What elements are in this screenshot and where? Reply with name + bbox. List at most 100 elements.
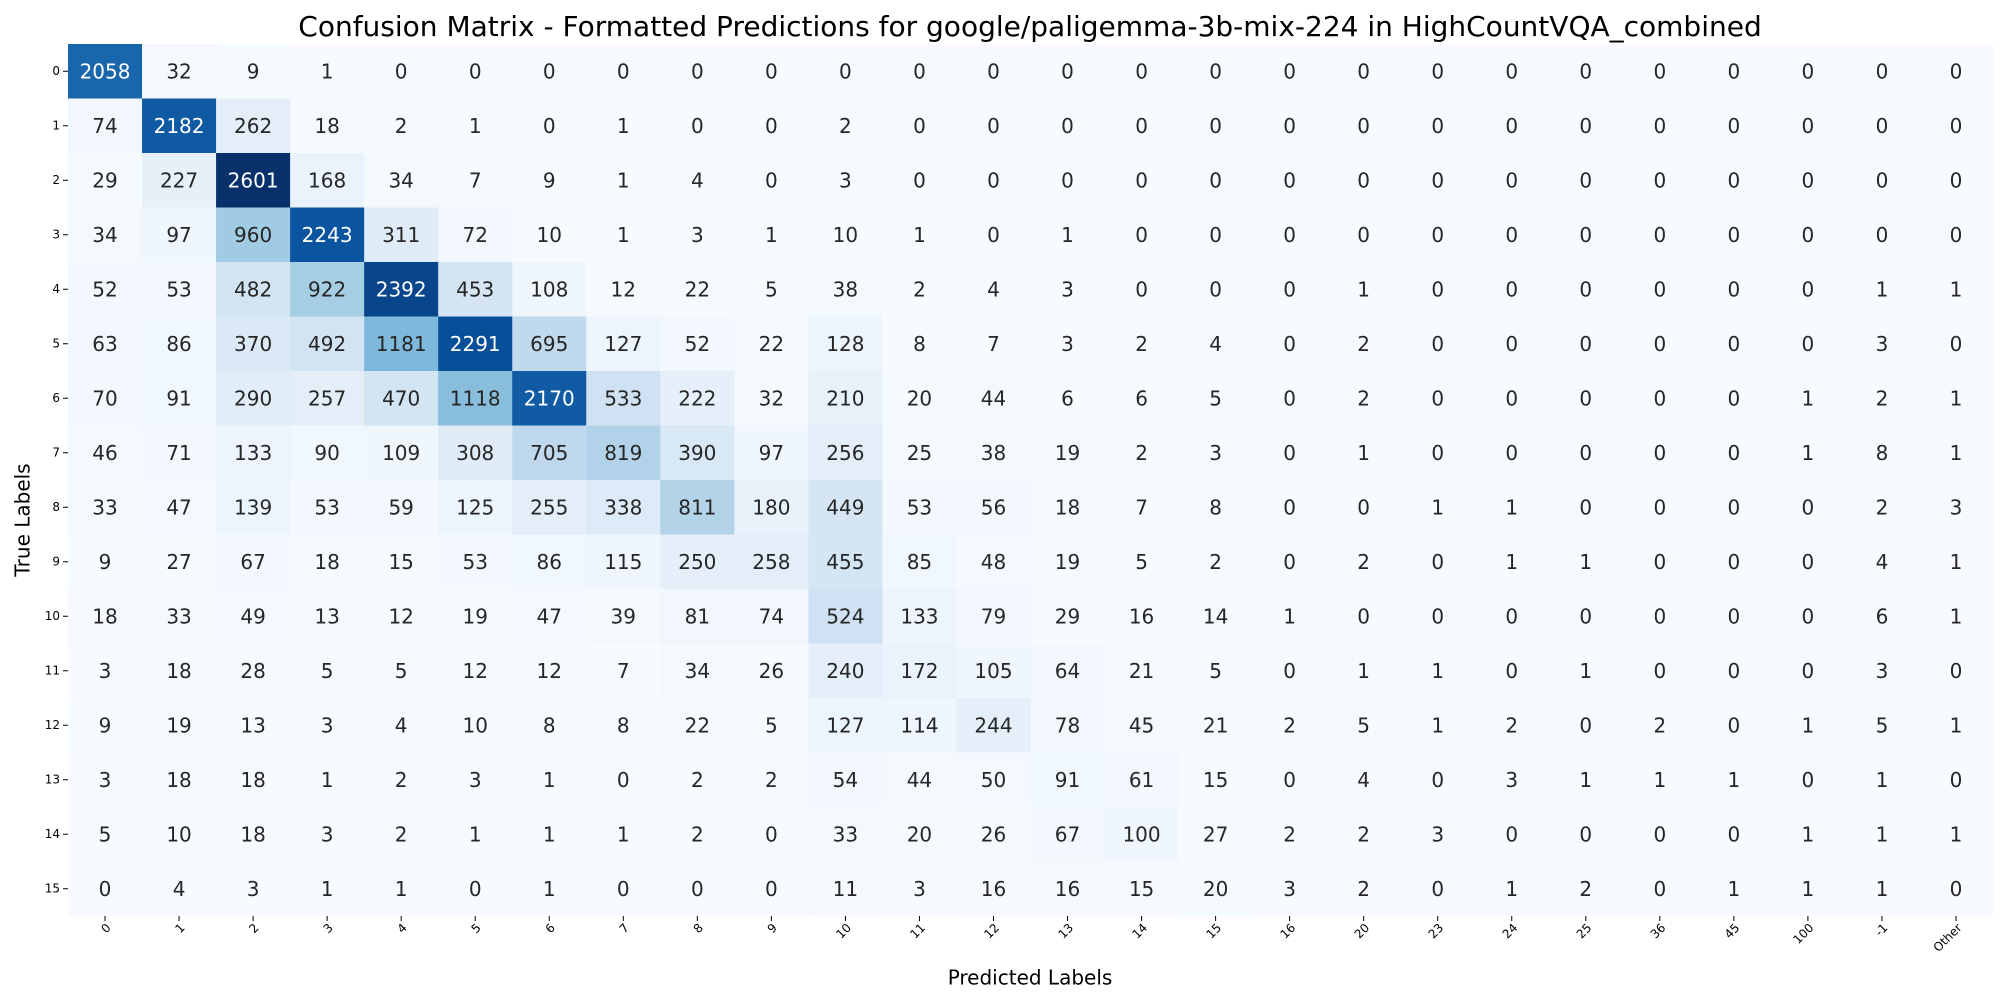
cell-value-r3-c18: 0 [1431,223,1444,247]
cell-value-r4-c14: 0 [1135,277,1148,301]
cell-value-r13-c0: 3 [99,768,112,792]
heatmap-cell-r10-c7 [586,589,661,644]
cell-value-r15-c9: 0 [765,877,778,901]
heatmap-cell-r4-c15 [1178,262,1254,317]
heatmap-cell-r14-c5 [438,807,513,862]
heatmap-cell-r3-c23 [1770,207,1846,263]
heatmap-cell-r4-c8 [660,262,735,317]
heatmap-cell-r1-c25 [1918,98,1994,154]
cell-value-r5-c25: 0 [1950,332,1963,356]
heatmap-cell-r9-c13 [1030,534,1106,590]
heatmap-cell-r0-c25 [1918,44,1994,99]
heatmap-cell-r10-c6 [512,589,587,644]
cell-value-r4-c19: 0 [1505,277,1518,301]
heatmap-cell-r5-c19 [1474,316,1550,372]
cell-value-r7-c3: 90 [314,441,339,465]
heatmap-cell-r1-c10 [808,98,883,154]
cell-value-r1-c18: 0 [1431,114,1444,138]
heatmap-cell-r12-c12 [956,698,1031,753]
heatmap-cell-r9-c7 [586,534,661,590]
heatmap-cell-r12-c17 [1326,698,1402,753]
heatmap-cell-r12-c14 [1104,698,1180,753]
cell-value-r15-c5: 0 [469,877,482,901]
cell-value-r10-c3: 13 [314,604,339,628]
cell-value-r15-c19: 1 [1505,877,1518,901]
cell-value-r9-c23: 0 [1802,550,1815,574]
cell-value-r5-c23: 0 [1802,332,1815,356]
heatmap-cell-r13-c18 [1400,752,1476,808]
cell-value-r10-c5: 19 [462,604,487,628]
heatmap-cell-r3-c1 [142,207,217,263]
heatmap-cell-r1-c14 [1104,98,1180,154]
heatmap-cell-r11-c22 [1696,643,1772,699]
cell-value-r11-c4: 5 [395,659,408,683]
heatmap-cell-r14-c17 [1326,807,1402,862]
heatmap-cell-r2-c7 [586,153,661,208]
heatmap-cell-r1-c13 [1030,98,1106,154]
heatmap-cell-r8-c0 [68,480,143,535]
heatmap-cell-r12-c0 [68,698,143,753]
cell-value-r15-c18: 0 [1431,877,1444,901]
heatmap-cell-r1-c16 [1252,98,1328,154]
heatmap-cell-r1-c19 [1474,98,1550,154]
cell-value-r10-c4: 12 [388,604,413,628]
heatmap-cell-r4-c9 [734,262,809,317]
cell-value-r2-c11: 0 [913,168,926,192]
cell-value-r9-c15: 2 [1209,550,1222,574]
y-tick-label-15: 15 [45,881,60,895]
x-tick-label-15: 15 [1203,921,1224,942]
cell-value-r6-c15: 5 [1209,386,1222,410]
heatmap-cell-r2-c25 [1918,153,1994,208]
cell-value-r4-c16: 0 [1283,277,1296,301]
heatmap-cell-r5-c6 [512,316,587,372]
heatmap-cell-r9-c21 [1622,534,1698,590]
cell-value-r4-c2: 482 [234,277,272,301]
heatmap-cell-r10-c23 [1770,589,1846,644]
heatmap-cell-r15-c13 [1030,861,1106,917]
heatmap-cell-r15-c1 [142,861,217,917]
cell-value-r1-c22: 0 [1727,114,1740,138]
cell-value-r9-c4: 15 [388,550,413,574]
heatmap-cell-r0-c1 [142,44,217,99]
cell-value-r8-c20: 0 [1579,495,1592,519]
cell-value-r6-c8: 222 [678,386,716,410]
cell-value-r6-c10: 210 [826,386,864,410]
cell-value-r6-c6: 2170 [524,386,575,410]
cell-value-r14-c19: 0 [1505,822,1518,846]
cell-value-r9-c22: 0 [1727,550,1740,574]
cell-value-r3-c19: 0 [1505,223,1518,247]
cell-value-r12-c15: 21 [1203,713,1228,737]
cell-value-r6-c21: 0 [1653,386,1666,410]
cell-value-r7-c14: 2 [1135,441,1148,465]
heatmap-cell-r3-c7 [586,207,661,263]
cell-value-r4-c1: 53 [166,277,191,301]
heatmap-cell-r4-c1 [142,262,217,317]
cell-value-r14-c21: 0 [1653,822,1666,846]
heatmap-cell-r1-c5 [438,98,513,154]
y-tick-label-8: 8 [52,500,60,514]
heatmap-cell-r9-c25 [1918,534,1994,590]
heatmap-cell-r9-c6 [512,534,587,590]
heatmap-cell-r9-c8 [660,534,735,590]
cell-value-r1-c20: 0 [1579,114,1592,138]
cell-value-r11-c2: 28 [240,659,265,683]
cell-value-r7-c20: 0 [1579,441,1592,465]
cell-value-r3-c1: 97 [166,223,191,247]
cell-value-r15-c14: 15 [1129,877,1154,901]
heatmap-cell-r14-c6 [512,807,587,862]
cell-value-r0-c18: 0 [1431,59,1444,83]
heatmap-cell-r5-c15 [1178,316,1254,372]
heatmap-cell-r10-c22 [1696,589,1772,644]
cell-value-r2-c9: 0 [765,168,778,192]
cell-value-r11-c10: 240 [826,659,864,683]
heatmap-cell-r6-c12 [956,371,1031,426]
heatmap-cell-r4-c4 [364,262,439,317]
cell-value-r2-c25: 0 [1950,168,1963,192]
heatmap-cell-r13-c16 [1252,752,1328,808]
cell-value-r4-c3: 922 [308,277,346,301]
cell-value-r3-c15: 0 [1209,223,1222,247]
heatmap-cell-r5-c2 [216,316,291,372]
cell-value-r10-c24: 6 [1876,604,1889,628]
cell-value-r12-c25: 1 [1950,713,1963,737]
